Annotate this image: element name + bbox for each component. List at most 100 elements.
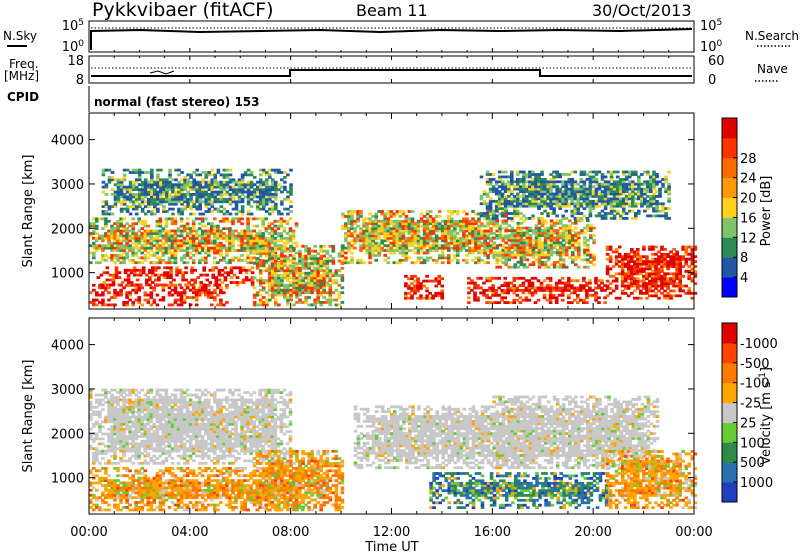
power-echo-cell (471, 210, 475, 213)
power-echo-cell (271, 293, 275, 297)
power-echo-cell (395, 210, 400, 213)
power-echo-cell (128, 244, 132, 248)
power-echo-cell (491, 301, 495, 304)
power-echo-cell (189, 183, 193, 187)
power-echo-cell (285, 219, 290, 223)
power-echo-cell (276, 232, 281, 235)
power-echo-cell (486, 254, 490, 257)
power-echo-cell (126, 278, 131, 282)
power-echo-cell (657, 250, 661, 254)
power-echo-cell (600, 182, 605, 186)
power-echo-cell (413, 279, 417, 283)
power-echo-cell (392, 261, 397, 265)
power-echo-cell (589, 226, 593, 230)
power-echo-cell (289, 283, 293, 287)
power-echo-cell (570, 284, 574, 287)
power-echo-cell (194, 229, 199, 233)
power-echo-cell (170, 246, 175, 250)
power-echo-cell (173, 261, 178, 265)
power-echo-cell (150, 178, 154, 182)
power-echo-cell (237, 185, 242, 189)
power-echo-cell (651, 272, 655, 276)
power-echo-cell (580, 219, 584, 223)
power-echo-cell (612, 204, 617, 208)
power-echo-cell (304, 286, 308, 290)
power-echo-cell (328, 259, 333, 263)
power-echo-cell (552, 182, 556, 186)
power-echo-cell (588, 207, 593, 210)
power-echo-cell (283, 296, 287, 299)
power-echo-cell (119, 239, 123, 243)
power-echo-cell (597, 279, 601, 283)
power-echo-cell (510, 178, 514, 181)
power-echo-cell (267, 254, 272, 257)
power-echo-cell (645, 291, 649, 295)
power-echo-cell (265, 180, 269, 184)
power-echo-cell (98, 293, 102, 297)
power-echo-cell (128, 197, 133, 201)
power-echo-cell (552, 209, 556, 213)
power-echo-cell (564, 231, 569, 235)
power-echo-cell (137, 256, 141, 260)
power-echo-cell (551, 293, 556, 297)
power-echo-cell (519, 212, 523, 215)
power-echo-cell (657, 272, 661, 276)
power-echo-cell (271, 288, 275, 292)
power-echo-cell (101, 249, 105, 252)
power-echo-cell (480, 232, 484, 235)
power-echo-cell (156, 200, 160, 204)
power-echo-cell (280, 190, 284, 194)
power-echo-cell (246, 241, 250, 245)
power-echo-cell (159, 197, 163, 201)
power-echo-cell (298, 249, 302, 253)
power-echo-cell (102, 281, 107, 284)
power-echo-cell (425, 251, 430, 255)
power-echo-cell (117, 271, 122, 275)
freq-left-tick-bottom: 8 (76, 73, 84, 88)
power-echo-cell (437, 215, 442, 218)
power-echo-cell (101, 205, 106, 208)
power-echo-cell (614, 279, 619, 283)
power-echo-cell (404, 217, 409, 221)
power-echo-cell (159, 180, 163, 184)
power-echo-cell (450, 236, 454, 240)
power-echo-cell (477, 234, 481, 238)
power-echo-cell (134, 207, 139, 211)
power-echo-cell (210, 178, 215, 182)
power-echo-cell (573, 170, 578, 174)
power-echo-cell (200, 288, 205, 292)
power-echo-cell (240, 185, 245, 189)
power-echo-cell (292, 264, 296, 268)
power-echo-cell (237, 217, 241, 221)
power-echo-cell (546, 258, 551, 262)
power-echo-cell (283, 257, 287, 260)
power-echo-cell (258, 298, 263, 302)
power-echo-cell (204, 251, 208, 255)
power-echo-cell (543, 209, 547, 213)
power-echo-cell (639, 265, 643, 268)
power-echo-cell (216, 210, 221, 213)
power-echo-cell (167, 293, 172, 297)
power-echo-cell (191, 291, 196, 295)
power-echo-cell (374, 217, 378, 221)
power-echo-cell (304, 266, 308, 270)
power-echo-cell (422, 232, 427, 235)
power-echo-cell (592, 234, 596, 237)
power-echo-cell (477, 251, 481, 255)
power-echo-cell (92, 246, 96, 250)
power-echo-cell (530, 276, 535, 280)
power-echo-cell (561, 263, 566, 267)
power-echo-cell (213, 183, 218, 187)
power-echo-cell (495, 256, 499, 259)
power-echo-cell (319, 286, 323, 290)
power-echo-cell (104, 234, 108, 238)
power-echo-cell (462, 246, 466, 250)
power-echo-cell (486, 234, 490, 238)
power-echo-cell (250, 278, 255, 282)
power-echo-cell (512, 301, 517, 304)
power-echo-cell (633, 289, 637, 293)
power-echo-cell (483, 232, 487, 235)
power-echo-cell (261, 301, 266, 304)
power-echo-cell (225, 254, 229, 257)
power-echo-cell (477, 241, 481, 245)
